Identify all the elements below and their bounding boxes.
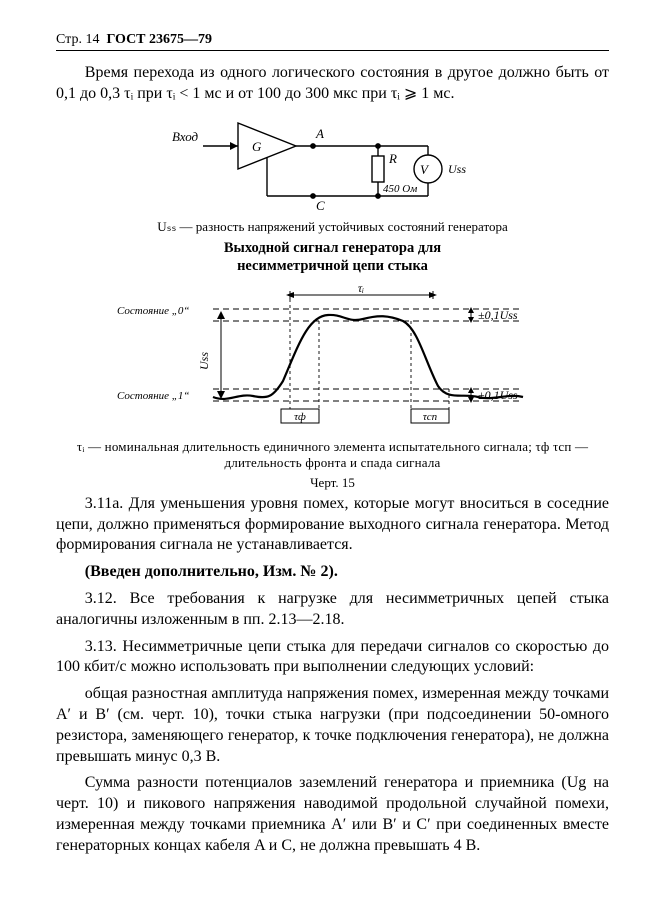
paragraph-313: 3.13. Несимметричные цепи стыка для пере… bbox=[56, 637, 609, 679]
circuit-caption-text: Uₛₛ — разность напряжений устойчивых сос… bbox=[157, 219, 508, 234]
paragraph-313a: общая разностная амплитуда напряжения по… bbox=[56, 684, 609, 767]
wave-fig-label: Черт. 15 bbox=[56, 475, 609, 491]
wave-caption: τᵢ — номинальная длительность единичного… bbox=[56, 439, 609, 472]
circuit-amp-label: G bbox=[252, 139, 262, 154]
wave-caption-text: τᵢ — номинальная длительность единичного… bbox=[77, 439, 588, 470]
page-header: Стр. 14 ГОСТ 23675—79 bbox=[56, 32, 609, 48]
wave-uss-axis: Uss bbox=[197, 352, 211, 370]
waveform-figure: Состояние „0“ Состояние „1“ Uss τᵢ τф τс… bbox=[56, 281, 609, 436]
circuit-title-line2: несимметричной цепи стыка bbox=[237, 258, 428, 274]
paragraph-amend: (Введен дополнительно, Изм. № 2). bbox=[56, 562, 609, 583]
wave-pm-bot: ±0,1Uss bbox=[478, 388, 518, 402]
wave-tau-sp: τсп bbox=[422, 411, 437, 423]
circuit-svg: Вход G A C R 450 Ом V Uss bbox=[168, 111, 498, 216]
circuit-input-label: Вход bbox=[172, 129, 199, 144]
paragraph-311a: 3.11а. Для уменьшения уровня помех, кото… bbox=[56, 494, 609, 556]
waveform-svg: Состояние „0“ Состояние „1“ Uss τᵢ τф τс… bbox=[113, 281, 553, 436]
circuit-caption: Uₛₛ — разность напряжений устойчивых сос… bbox=[56, 219, 609, 235]
page: Стр. 14 ГОСТ 23675—79 Время перехода из … bbox=[0, 0, 653, 914]
header-rule bbox=[56, 50, 609, 51]
wave-fig-label-text: Черт. 15 bbox=[310, 475, 355, 490]
wave-pm-top: ±0,1Uss bbox=[478, 308, 518, 322]
circuit-r-label: R bbox=[388, 151, 397, 166]
circuit-figure: Вход G A C R 450 Ом V Uss bbox=[56, 111, 609, 216]
wave-tau-f: τф bbox=[294, 411, 306, 423]
circuit-node-c: C bbox=[316, 198, 325, 213]
circuit-title: Выходной сигнал генератора для несимметр… bbox=[56, 239, 609, 275]
wave-state0: Состояние „0“ bbox=[117, 305, 190, 317]
circuit-node-a: A bbox=[315, 126, 324, 141]
standard-id: ГОСТ 23675—79 bbox=[106, 32, 212, 47]
wave-state1: Состояние „1“ bbox=[117, 390, 190, 402]
circuit-title-line1: Выходной сигнал генератора для bbox=[224, 240, 441, 256]
circuit-r-value: 450 Ом bbox=[383, 183, 417, 195]
paragraph-312: 3.12. Все требования к нагрузке для неси… bbox=[56, 589, 609, 631]
paragraph-313b: Сумма разности потенциалов заземлений ге… bbox=[56, 773, 609, 856]
circuit-uss: Uss bbox=[448, 162, 466, 176]
paragraph-1: Время перехода из одного логического сос… bbox=[56, 63, 609, 105]
circuit-meter: V bbox=[420, 162, 430, 177]
page-number: Стр. 14 bbox=[56, 32, 99, 47]
wave-tau-i: τᵢ bbox=[357, 281, 363, 295]
